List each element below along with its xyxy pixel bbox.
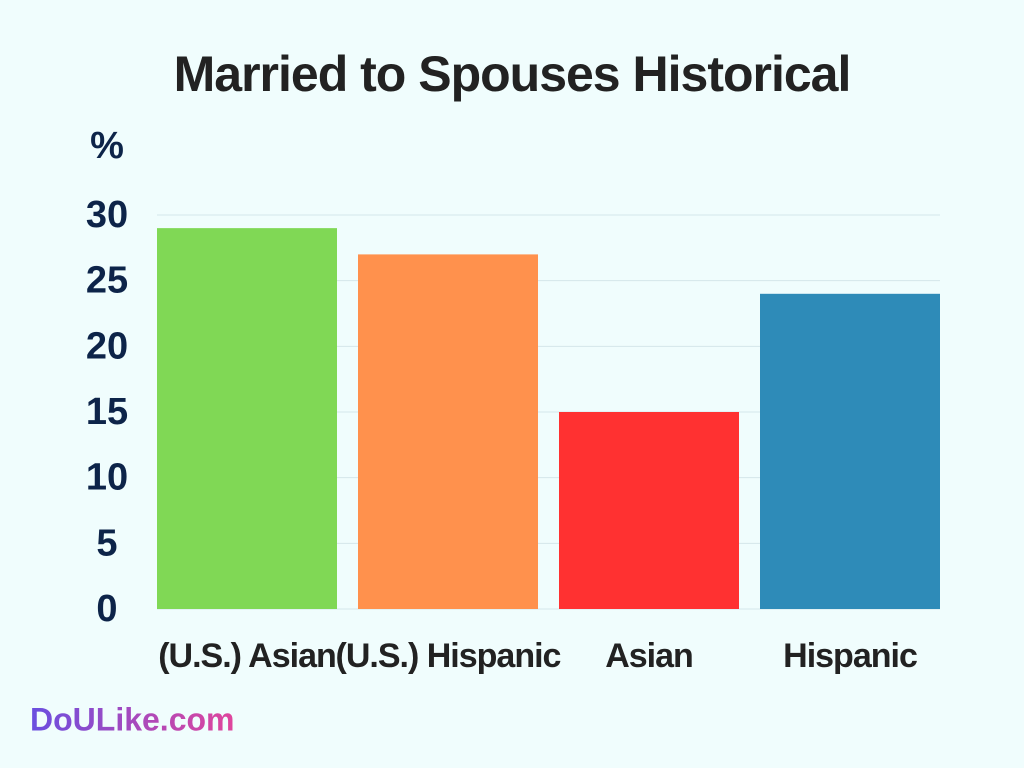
chart-title: Married to Spouses Historical [174, 46, 851, 102]
x-tick-label: (U.S.) Hispanic [336, 637, 561, 675]
x-tick-label: Asian [605, 637, 693, 675]
bar [760, 293, 940, 609]
y-tick-label: 5 [96, 522, 117, 564]
watermark: DoULike.com [30, 701, 234, 737]
x-tick-label: Hispanic [783, 637, 917, 675]
y-tick-label: 30 [86, 194, 128, 236]
y-tick-label: 0 [96, 588, 117, 630]
y-tick-label: 25 [86, 260, 128, 302]
bar [559, 412, 739, 609]
y-tick-label: 10 [86, 457, 128, 499]
bar [157, 228, 337, 609]
y-tick-label: 20 [86, 325, 128, 367]
y-axis-label: % [90, 125, 124, 167]
x-tick-label: (U.S.) Asian [158, 637, 336, 675]
y-tick-label: 15 [86, 391, 128, 433]
bar [358, 254, 538, 609]
